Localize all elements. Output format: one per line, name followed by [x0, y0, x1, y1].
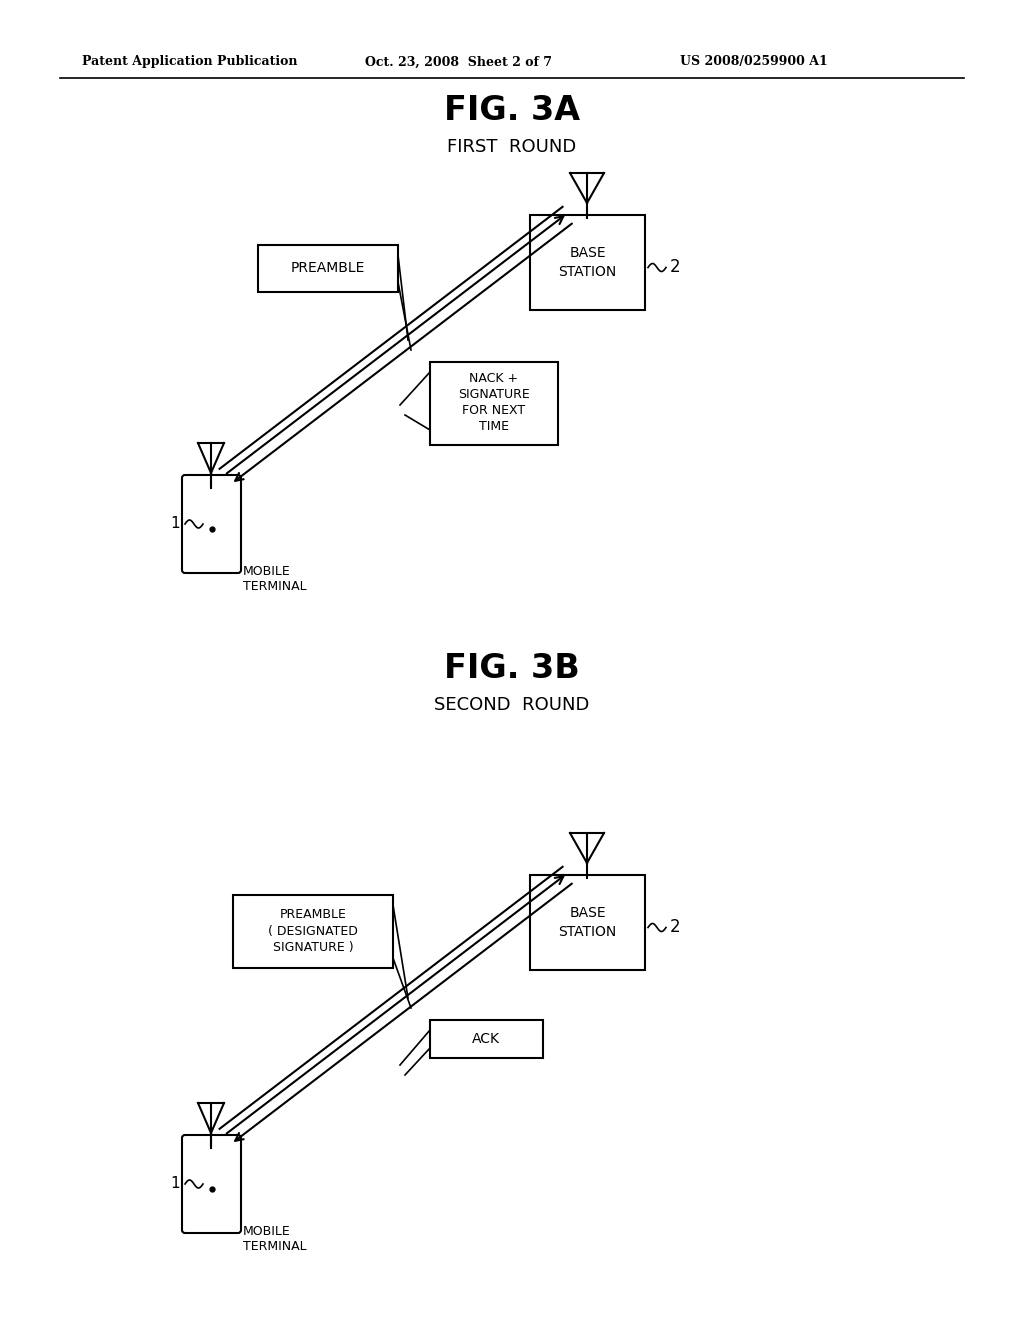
Text: Oct. 23, 2008  Sheet 2 of 7: Oct. 23, 2008 Sheet 2 of 7	[365, 55, 552, 69]
Text: US 2008/0259900 A1: US 2008/0259900 A1	[680, 55, 827, 69]
Text: 1: 1	[170, 516, 180, 532]
Bar	[258, 246, 398, 292]
Text: PREAMBLE: PREAMBLE	[291, 261, 366, 275]
Text: BASE
STATION: BASE STATION	[558, 247, 616, 279]
Text: ACK: ACK	[472, 1032, 500, 1045]
FancyBboxPatch shape	[182, 475, 241, 573]
Text: FIG. 3A: FIG. 3A	[444, 94, 580, 127]
FancyBboxPatch shape	[182, 1135, 241, 1233]
Text: 1: 1	[170, 1176, 180, 1192]
Bar	[430, 1020, 543, 1059]
Bar	[530, 215, 645, 310]
Text: FIRST  ROUND: FIRST ROUND	[447, 139, 577, 156]
Text: MOBILE
TERMINAL: MOBILE TERMINAL	[243, 565, 306, 593]
Text: PREAMBLE
( DESIGNATED
SIGNATURE ): PREAMBLE ( DESIGNATED SIGNATURE )	[268, 908, 358, 953]
Bar	[233, 895, 393, 968]
Text: NACK +
SIGNATURE
FOR NEXT
TIME: NACK + SIGNATURE FOR NEXT TIME	[458, 372, 529, 433]
Text: 2: 2	[670, 259, 681, 276]
Text: MOBILE
TERMINAL: MOBILE TERMINAL	[243, 1225, 306, 1253]
Text: SECOND  ROUND: SECOND ROUND	[434, 696, 590, 714]
Bar	[530, 875, 645, 970]
Text: 2: 2	[670, 919, 681, 936]
Bar	[430, 362, 558, 445]
Text: BASE
STATION: BASE STATION	[558, 907, 616, 939]
Text: Patent Application Publication: Patent Application Publication	[82, 55, 298, 69]
Text: FIG. 3B: FIG. 3B	[444, 652, 580, 685]
